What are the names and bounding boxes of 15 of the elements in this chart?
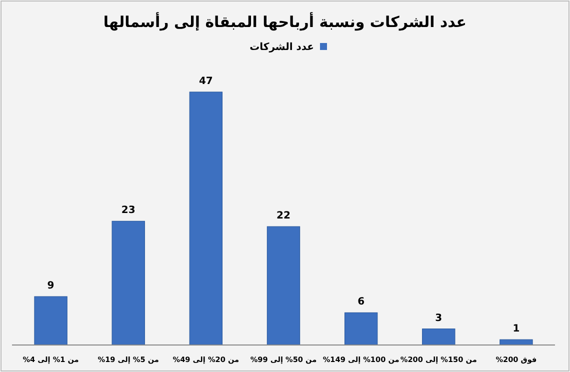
data-label: 47 xyxy=(198,76,213,87)
bar xyxy=(344,312,378,346)
data-label: 9 xyxy=(47,280,54,292)
bar xyxy=(34,296,68,346)
bar xyxy=(422,328,456,346)
legend-label: عدد الشركات xyxy=(250,42,314,53)
data-label: 6 xyxy=(358,296,365,308)
bar xyxy=(266,226,300,346)
bar xyxy=(112,220,145,346)
data-label: 23 xyxy=(121,205,136,216)
chart-title: عدد الشركات ونسبة أرباحها المبقاة إلى رأسمالها xyxy=(103,12,467,31)
data-label: 22 xyxy=(276,210,290,222)
data-label: 1 xyxy=(512,324,520,335)
bar xyxy=(189,92,223,346)
data-label: 3 xyxy=(435,312,442,324)
